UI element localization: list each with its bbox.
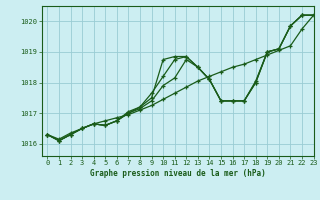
X-axis label: Graphe pression niveau de la mer (hPa): Graphe pression niveau de la mer (hPa) xyxy=(90,169,266,178)
